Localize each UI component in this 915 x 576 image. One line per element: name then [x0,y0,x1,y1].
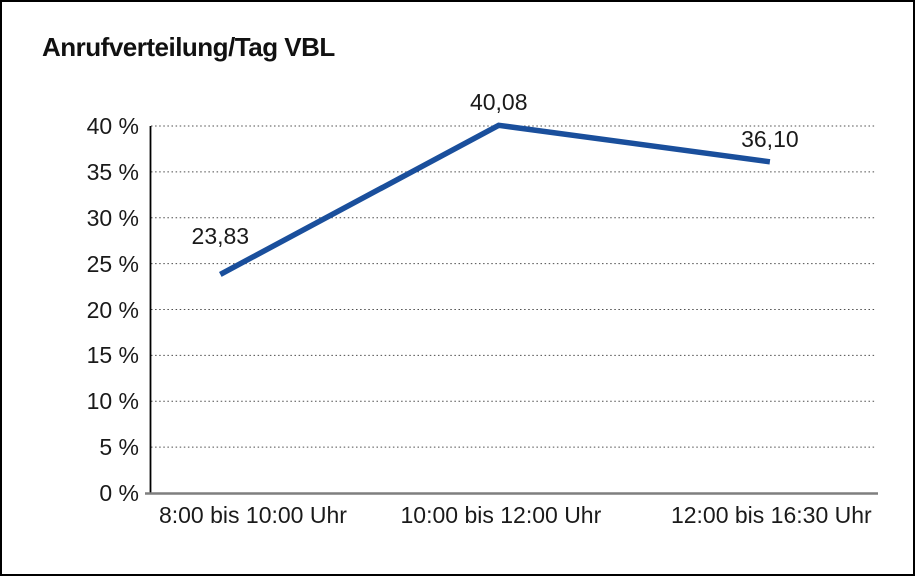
data-series-line [219,122,771,277]
chart-title: Anrufverteilung/Tag VBL [42,32,335,62]
